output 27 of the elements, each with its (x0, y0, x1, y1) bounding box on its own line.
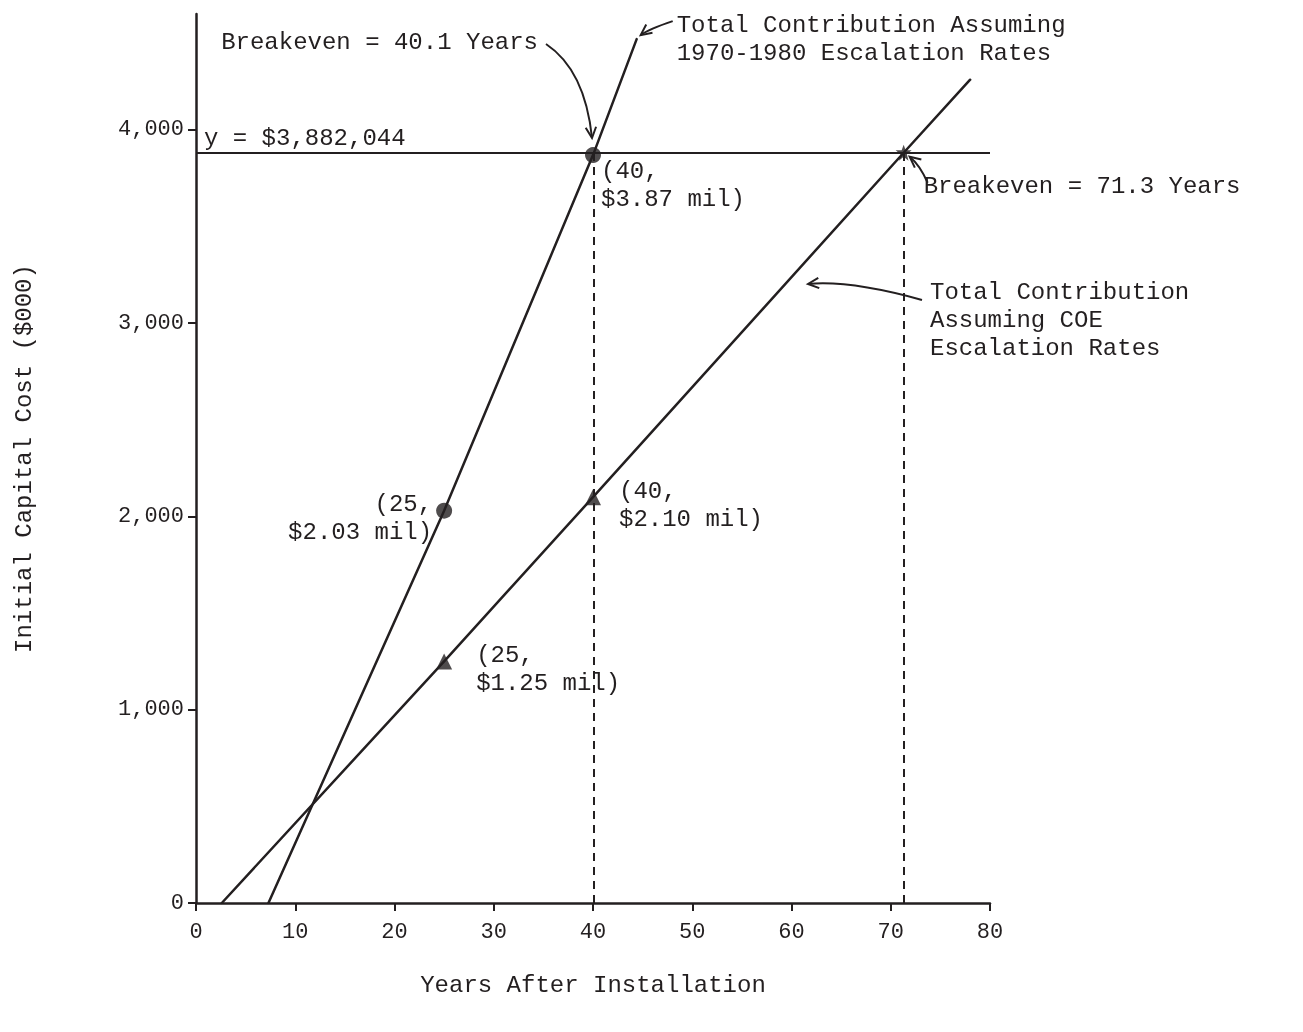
annotation: Breakeven = 40.1 Years (221, 28, 538, 56)
point (436, 502, 453, 519)
annotation: (40, $3.87 mil) (601, 157, 746, 213)
y-tick-label: 3,000 (117, 310, 184, 336)
annotation: (40, $2.10 mil) (619, 477, 764, 533)
x-tick-label: 0 (189, 919, 203, 945)
x-tick-label: 80 (976, 919, 1004, 945)
y-tick-label: 1,000 (117, 697, 184, 723)
x-tick-label: 70 (877, 919, 904, 945)
x-tick-label: 40 (579, 919, 607, 945)
y-tick-label: 2,000 (117, 503, 184, 529)
annotation: Total Contribution Assuming COE Escalation Rates (930, 278, 1190, 362)
y-tick-label: 4,000 (117, 117, 184, 143)
x-tick-label: 30 (480, 919, 507, 945)
annotation: (25, $2.03 mil) (288, 491, 433, 547)
x-tick-label: 50 (679, 919, 706, 945)
x-tick-label: 60 (778, 919, 805, 945)
ref-line-label: y = $3,882,044 (204, 125, 406, 153)
y-axis-title: Initial Capital Cost ($000) (10, 264, 38, 653)
x-tick-label: 20 (381, 919, 408, 945)
annotation: Total Contribution Assuming 1970-1980 Escalation Rates (676, 11, 1066, 67)
point (436, 653, 453, 670)
annotation: (25, $1.25 mil) (476, 641, 621, 697)
x-tick-label: 10 (282, 919, 309, 945)
annotation: Breakeven = 71.3 Years (923, 173, 1241, 201)
x-axis-title: Years After Installation (420, 971, 766, 999)
y-tick-label: 0 (170, 890, 184, 916)
